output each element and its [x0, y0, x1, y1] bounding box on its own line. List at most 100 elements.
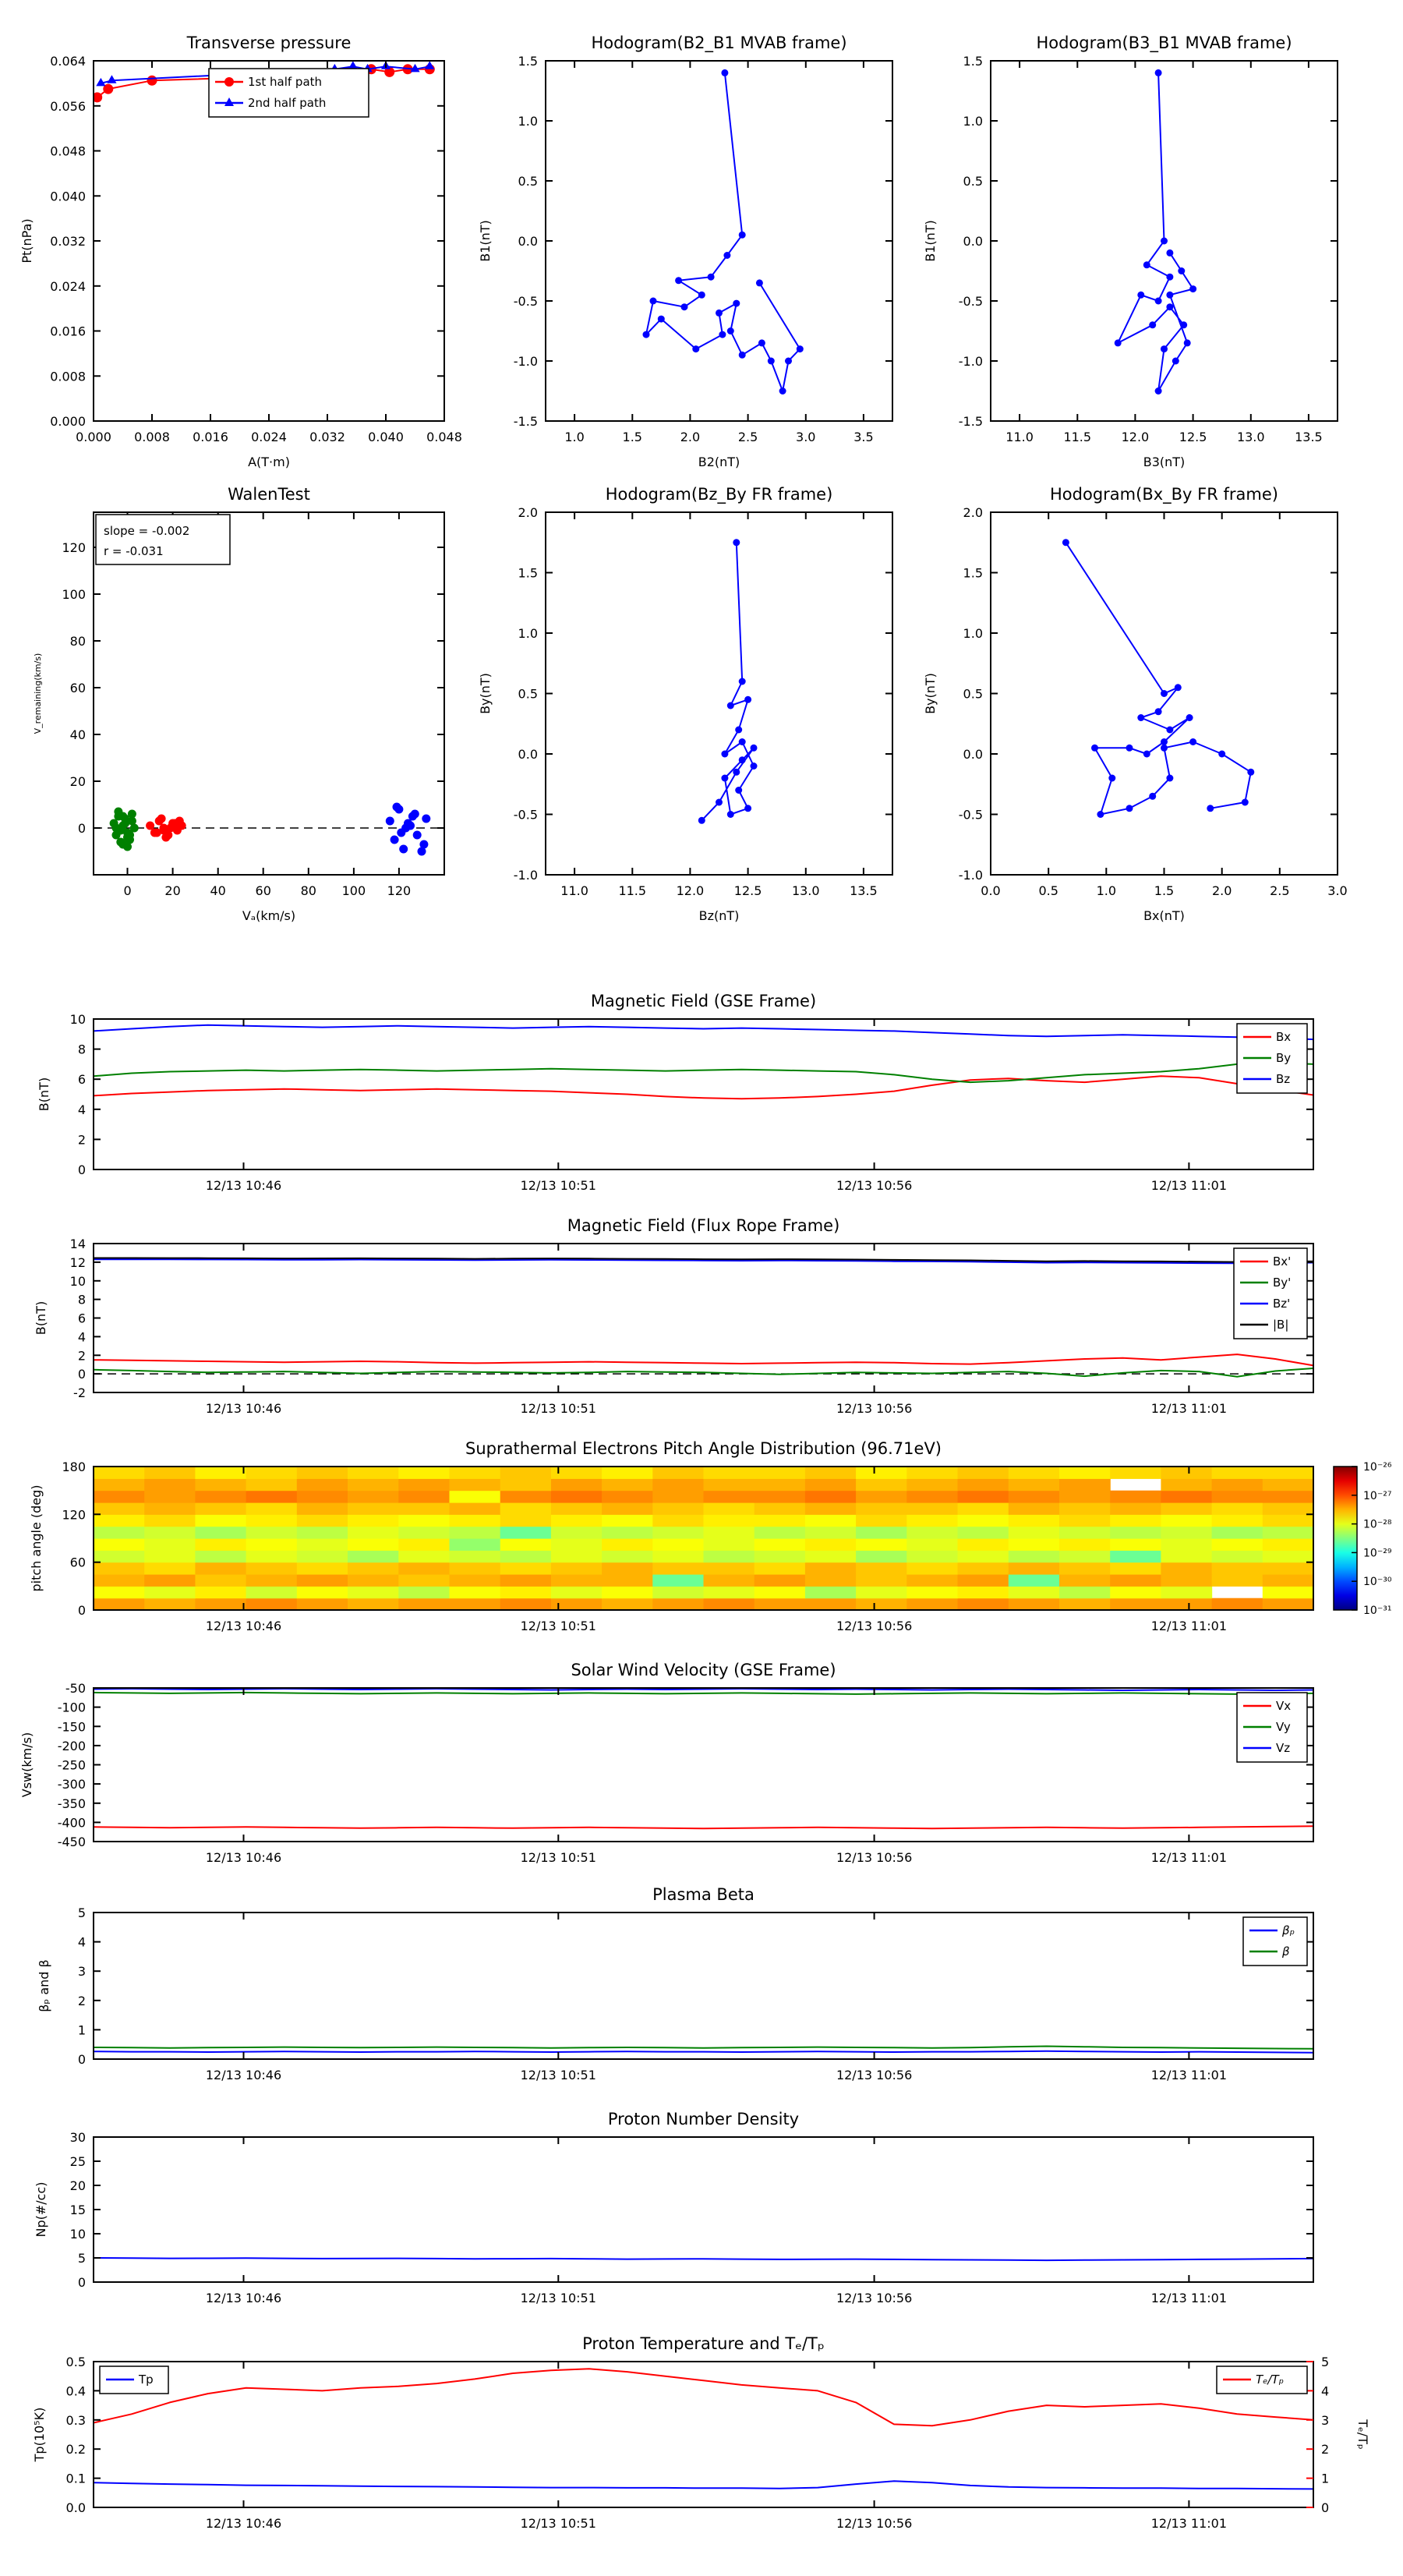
marker-point	[1149, 321, 1157, 329]
marker-point	[103, 83, 114, 94]
x-tick-label: 100	[342, 883, 366, 898]
marker-point	[1241, 798, 1249, 806]
marker-point	[785, 357, 792, 365]
x-tick-label: 20	[164, 883, 180, 898]
y-tick-label: -2	[73, 1385, 86, 1400]
marker-point	[1166, 726, 1174, 734]
chart-walen-test: 0 20 40 60 80 100 120 0 20 40 60 80 100 120 WalenTest V…	[33, 485, 445, 923]
marker-point	[1161, 744, 1168, 752]
legend-label: Tp	[138, 2373, 154, 2387]
x-tick-label: 1.5	[623, 430, 642, 444]
marker-point	[94, 92, 103, 103]
chart-vsw-gse: 12/13 10:46 12/13 10:51 12/13 10:56 12/13 1…	[19, 1661, 1314, 1865]
marker-point	[698, 291, 705, 299]
chart-proton-temperature: 12/13 10:46 12/13 10:51 12/13 10:56 12/13 1…	[32, 2334, 1370, 2531]
x-tick-label: 12/13 11:01	[1151, 1178, 1227, 1193]
axis-ticks: 1.0 1.5 2.0 2.5 3.0 3.5 -1.5 -1.0 -0.5 0.0 0.5 1.0 1…	[514, 54, 892, 444]
marker-point	[1166, 291, 1174, 299]
y-tick-label: 0.000	[50, 414, 86, 429]
marker-point	[1218, 750, 1226, 758]
x-tick-label: 12/13 10:51	[521, 1619, 596, 1633]
axes-frame	[93, 2361, 1314, 2508]
y-tick-label: 180	[62, 1460, 86, 1474]
y-tick-label: 4	[78, 1935, 86, 1950]
series-Bz'	[94, 1258, 1313, 1265]
y-tick-label: 0	[78, 2052, 86, 2067]
series-Vz	[94, 1688, 1313, 1691]
marker-point	[118, 812, 128, 821]
x-tick-label: 12/13 11:01	[1151, 2516, 1227, 2531]
x-tick-label: 12/13 11:01	[1151, 2068, 1227, 2082]
y-tick-label: -1.5	[514, 414, 538, 429]
y-tick-label: 20	[70, 2178, 86, 2193]
x-tick-label: 12.0	[1122, 430, 1150, 444]
y-axis-label: Vsw(km/s)	[19, 1732, 34, 1797]
x-tick-label: 12/13 11:01	[1151, 2291, 1227, 2305]
y-tick-label: 0	[78, 1367, 86, 1382]
y-tick-label: -1.5	[959, 414, 983, 429]
marker-point	[1154, 387, 1162, 395]
marker-point	[152, 828, 161, 837]
y-tick-label: -400	[58, 1815, 86, 1830]
chart-hodogram-bz-by: 11.0 11.5 12.0 12.5 13.0 13.5 -1.0 -0.5 0.0 0.5 1.…	[478, 485, 893, 923]
chart-proton-density: 12/13 10:46 12/13 10:51 12/13 10:56 12/13 1…	[34, 2110, 1314, 2305]
marker-point	[744, 805, 752, 812]
legend-label: By	[1276, 1051, 1291, 1065]
marker-point	[1091, 744, 1098, 752]
chart-title: Proton Number Density	[608, 2110, 799, 2128]
series-Bz	[94, 1024, 1313, 1041]
x-tick-label: 12/13 10:51	[521, 1178, 596, 1193]
chart-plasma-beta: 12/13 10:46 12/13 10:51 12/13 10:56 12/13 1…	[37, 1885, 1314, 2082]
chart-title: Solar Wind Velocity (GSE Frame)	[571, 1661, 836, 1679]
y-axis-label: Pt(nPa)	[19, 218, 34, 263]
y-tick-label: -50	[65, 1681, 86, 1696]
y-axis-label: Tp(10⁵K)	[32, 2408, 47, 2463]
y-tick-label: -0.5	[514, 808, 538, 823]
x-tick-label: 12.5	[734, 883, 762, 898]
y-tick-label: 5	[78, 1905, 86, 1920]
y-tick-label: 4	[78, 1329, 86, 1344]
legend-label: Bx	[1276, 1030, 1291, 1044]
y-tick-label: 0.040	[50, 189, 86, 203]
marker-point	[419, 840, 429, 849]
marker-point	[733, 768, 740, 776]
series-Vy	[94, 1691, 1313, 1695]
y-tick-label: 0.4	[66, 2383, 86, 2398]
y-tick-label: 2	[78, 1348, 86, 1363]
x-tick-label: 12/13 10:46	[206, 2291, 281, 2305]
chart-title: Proton Temperature and Tₑ/Tₚ	[582, 2334, 825, 2353]
chart-title: Hodogram(B2_B1 MVAB frame)	[591, 34, 846, 53]
y-axis-label: Np(#/cc)	[34, 2182, 48, 2238]
y-axis-label: B1(nT)	[478, 220, 493, 262]
legend-label: Vz	[1276, 1741, 1290, 1755]
y-tick-label: 2	[78, 1132, 86, 1147]
x-tick-label: 12/13 10:46	[206, 1178, 281, 1193]
series-Bx	[94, 1075, 1313, 1100]
y-axis-label: V_remaining(km/s)	[33, 653, 43, 734]
y-tick-label: 1.0	[518, 114, 538, 129]
y-tick-label: 120	[62, 1507, 86, 1522]
x-tick-label: 0.024	[251, 430, 287, 444]
annotation-box	[95, 514, 231, 565]
x-tick-label: 0.040	[368, 430, 404, 444]
y-axis-label: B(nT)	[37, 1077, 51, 1111]
marker-point	[721, 774, 729, 782]
series-beta-p	[94, 2050, 1313, 2054]
y-tick-label: -200	[58, 1739, 86, 1753]
series-By'	[94, 1368, 1313, 1378]
marker-point	[750, 763, 758, 770]
legend-label: Vx	[1276, 1699, 1291, 1713]
marker-point	[1108, 774, 1116, 782]
legend-label: |B|	[1273, 1318, 1288, 1332]
legend-label: Bz	[1276, 1072, 1290, 1086]
chart-title: WalenTest	[228, 485, 310, 504]
marker-point	[1247, 768, 1255, 776]
x-tick-label: 0.032	[309, 430, 345, 444]
x-tick-label: 12/13 10:51	[521, 1850, 596, 1865]
annotation-line: r = -0.031	[104, 544, 164, 558]
marker-point	[723, 252, 731, 259]
x-tick-label: 12/13 10:56	[836, 1619, 912, 1633]
y-tick-label: 0.032	[50, 234, 86, 249]
